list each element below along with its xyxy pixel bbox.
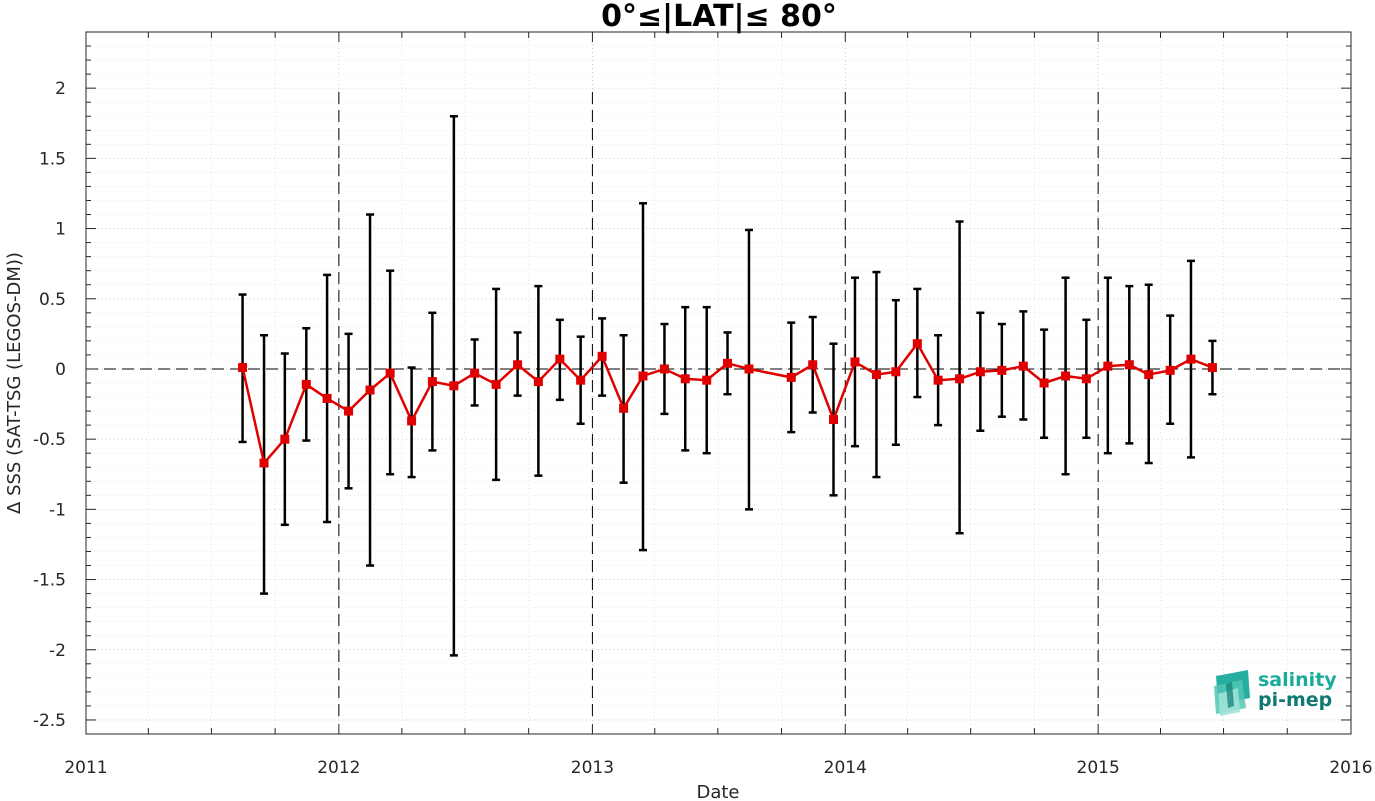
data-point-marker [533,377,543,387]
data-point-marker [576,375,586,385]
y-axis-label: Δ SSS (SAT-TSG (LEGOS-DM)) [4,252,25,514]
data-point-marker [1061,371,1071,381]
y-tick-label: -2 [49,641,66,661]
data-point-marker [1165,365,1175,375]
data-point-marker [280,434,290,444]
data-point-marker [259,458,269,468]
y-tick-labels: 2 1.5 1 0.5 0 -0.5 -1 -1.5 -2 -2.5 [33,79,66,731]
y-tick-label: -1 [49,500,66,520]
data-point-marker [470,368,480,378]
data-point-marker [344,406,354,416]
data-point-marker [1144,370,1154,380]
data-point-marker [449,381,459,391]
data-point-marker [997,365,1007,375]
y-tick-label: 1.5 [39,149,66,169]
x-tick-label-2013: 2013 [571,758,614,778]
data-point-marker [871,370,881,380]
data-point-marker [850,357,860,367]
data-point-marker [1081,374,1091,384]
axis-ticks [85,31,1352,735]
x-tick-label-2014: 2014 [824,758,867,778]
data-point-marker [638,371,648,381]
x-tick-labels: 2011 2012 2013 2014 2015 2016 [64,758,1372,778]
data-point-marker [808,360,818,370]
logo-text-pi-mep: pi-mep [1258,689,1333,711]
data-point-marker [659,364,669,374]
data-point-marker [829,415,838,425]
data-point-marker [322,393,332,403]
series-line [241,342,1213,465]
data-point-marker [1039,378,1049,388]
data-point-marker [597,351,607,361]
wave-logo-icon [1214,670,1250,716]
data-point-marker [786,372,796,382]
data-point-marker [933,375,943,385]
series-line [241,342,1213,465]
data-point-marker [912,339,922,349]
x-tick-label-2011: 2011 [64,758,107,778]
data-point-marker [301,379,311,389]
data-point-marker [1186,354,1196,364]
data-point-marker [1103,361,1113,371]
data-point-marker [744,364,754,374]
data-point-marker [891,367,901,377]
y-tick-label: 0.5 [39,290,66,310]
x-tick-label-2015: 2015 [1077,758,1120,778]
chart-title: 0°≤|LAT|≤ 80° [601,0,837,34]
data-point-marker [427,377,437,387]
data-point-marker [491,379,501,389]
y-tick-label: -0.5 [33,430,66,450]
y-tick-label: -1.5 [33,571,66,591]
data-point-marker [1124,360,1134,370]
salinity-pi-mep-logo: salinity pi-mep [1212,666,1352,720]
data-point-marker [1207,363,1217,373]
data-point-marker [955,374,965,384]
data-point-marker [975,367,985,377]
y-tick-label: -2.5 [33,711,66,731]
x-tick-label-2016: 2016 [1329,758,1372,778]
x-axis-label: Date [696,782,739,801]
data-point-marker [723,358,733,368]
data-point-marker [238,363,248,373]
data-point-marker [702,375,712,385]
series-markers [238,339,1217,468]
data-point-marker [513,360,523,370]
data-point-marker [619,403,629,413]
y-tick-label: 1 [55,220,66,240]
data-point-marker [407,416,417,426]
data-point-marker [555,354,565,364]
data-point-marker [365,385,375,395]
logo-text-salinity: salinity [1258,669,1337,691]
data-point-marker [1018,361,1028,371]
y-tick-label: 0 [55,360,66,380]
data-point-marker [385,368,395,378]
x-tick-label-2012: 2012 [317,758,360,778]
data-point-marker [680,374,690,384]
y-tick-label: 2 [55,79,66,99]
